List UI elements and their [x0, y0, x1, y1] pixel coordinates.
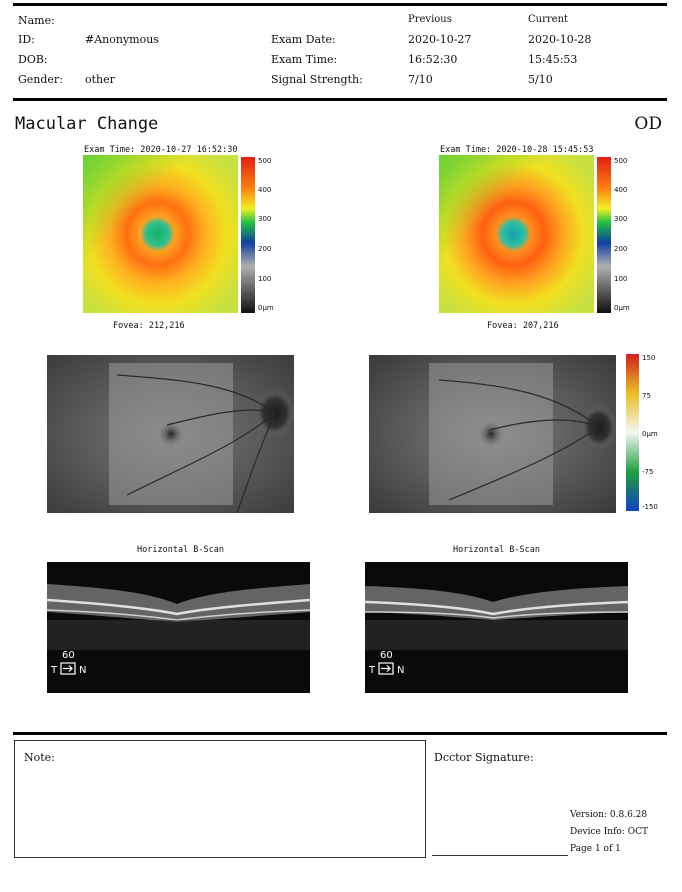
signature-label: Dcctor Signature:	[434, 751, 534, 764]
current-thickness-map	[439, 155, 594, 313]
previous-exam-date: 2020-10-27	[408, 33, 472, 46]
previous-bscan-right-dir: N	[79, 665, 87, 676]
previous-bscan-scale	[60, 662, 76, 675]
current-map-exam-time: Exam Time: 2020-10-28 15:45:53	[440, 145, 594, 155]
section-title: Macular Change	[15, 114, 159, 134]
current-heading: Current	[528, 14, 569, 25]
current-signal: 5/10	[528, 73, 553, 86]
change-label-150: 150	[642, 354, 656, 362]
previous-map-exam-time: Exam Time: 2020-10-27 16:52:30	[84, 145, 238, 155]
scale-label-0: 0μm	[258, 304, 274, 312]
current-exam-date: 2020-10-28	[528, 33, 592, 46]
scale-label-200: 200	[614, 245, 628, 253]
scale-label-100: 100	[614, 275, 628, 283]
change-colorbar-labels: 150 75 0μm -75 -150	[626, 354, 666, 514]
note-label: Note:	[24, 751, 55, 764]
previous-bscan-scale-value: 60	[62, 650, 75, 661]
current-colorbar-labels: 500 400 300 200 100 0μm	[597, 157, 637, 317]
scale-label-200: 200	[258, 245, 272, 253]
current-bscan-right-dir: N	[397, 665, 405, 676]
page-number: Page 1 of 1	[570, 844, 621, 854]
exam-time-label: Exam Time:	[271, 53, 338, 66]
scale-label-300: 300	[258, 215, 272, 223]
previous-fovea: Fovea: 212,216	[113, 321, 185, 331]
name-label: Name:	[18, 14, 55, 27]
change-label-neg75: -75	[642, 468, 654, 476]
scale-label-300: 300	[614, 215, 628, 223]
device-info: Device Info: OCT	[570, 827, 648, 837]
id-value: #Anonymous	[85, 33, 159, 46]
current-fundus-image	[369, 355, 616, 513]
scale-label-500: 500	[258, 157, 272, 165]
current-bscan-scale-value: 60	[380, 650, 393, 661]
dob-label: DOB:	[18, 53, 48, 66]
scale-label-0: 0μm	[614, 304, 630, 312]
previous-thickness-colorbar	[241, 157, 255, 313]
previous-bscan-title: Horizontal B-Scan	[137, 545, 224, 555]
header-rule	[13, 98, 667, 101]
previous-fundus-image	[47, 355, 294, 513]
scale-label-500: 500	[614, 157, 628, 165]
previous-heading: Previous	[408, 14, 452, 25]
change-label-neg150: -150	[642, 503, 658, 511]
gender-label: Gender:	[18, 73, 63, 86]
gender-value: other	[85, 73, 115, 86]
current-bscan-image	[365, 562, 628, 693]
scale-label-100: 100	[258, 275, 272, 283]
footer-rule	[13, 732, 667, 735]
version-info: Version: 0.8.6.28	[570, 810, 648, 820]
current-bscan-scale	[378, 662, 394, 675]
current-exam-time: 15:45:53	[528, 53, 578, 66]
previous-bscan-left-dir: T	[51, 665, 58, 676]
current-fovea: Fovea: 207,216	[487, 321, 559, 331]
scale-label-400: 400	[614, 186, 628, 194]
previous-signal: 7/10	[408, 73, 433, 86]
scale-label-400: 400	[258, 186, 272, 194]
signature-line[interactable]	[432, 855, 568, 856]
previous-thickness-map	[83, 155, 238, 313]
change-colorbar	[626, 354, 639, 511]
signal-strength-label: Signal Strength:	[271, 73, 363, 86]
previous-bscan-image	[47, 562, 310, 693]
change-label-75: 75	[642, 392, 651, 400]
note-box[interactable]	[14, 740, 426, 858]
previous-exam-time: 16:52:30	[408, 53, 458, 66]
previous-colorbar-labels: 500 400 300 200 100 0μm	[241, 157, 281, 317]
eye-label: OD	[634, 114, 662, 134]
current-bscan-title: Horizontal B-Scan	[453, 545, 540, 555]
current-bscan-left-dir: T	[369, 665, 376, 676]
exam-date-label: Exam Date:	[271, 33, 336, 46]
top-rule	[13, 3, 667, 6]
id-label: ID:	[18, 33, 35, 46]
current-thickness-colorbar	[597, 157, 611, 313]
change-label-0: 0μm	[642, 430, 658, 438]
